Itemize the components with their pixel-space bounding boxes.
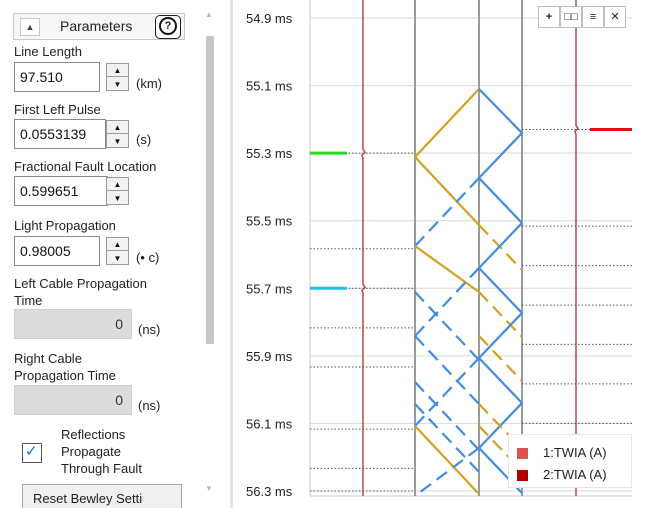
reflections-checkbox[interactable]: ✓ (22, 443, 42, 463)
legend-swatch-1 (517, 448, 528, 459)
bewley-lattice-chart: 54.9 ms 55.1 ms 55.3 ms 55.5 ms 55.7 ms 55.9 … (236, 0, 648, 508)
legend-swatch-2 (517, 470, 528, 481)
chart-legend: 1:TWIA (A) 2:TWIA (A) (508, 434, 632, 488)
left-trace (361, 0, 366, 496)
close-chart-button[interactable]: ✕ (604, 6, 626, 28)
scroll-up-icon[interactable]: ▲ (205, 10, 213, 19)
layout-horizontal-button[interactable]: □□ (560, 6, 582, 28)
lattice-blue-dashed-segment (414, 177, 480, 247)
fault-location-label: Fractional Fault Location (14, 159, 157, 174)
help-button[interactable]: ? (155, 15, 181, 39)
lattice-blue-dashed-segment (414, 291, 480, 361)
right-trace (574, 0, 579, 496)
layout-vertical-button[interactable]: ≡ (582, 6, 604, 28)
lattice-blue-segment (478, 88, 523, 134)
chart-svg: 54.9 ms 55.1 ms 55.3 ms 55.5 ms 55.7 ms 55.9 … (246, 0, 632, 499)
first-left-pulse-label: First Left Pulse (14, 102, 101, 117)
fault-location-stepper[interactable]: ▲ ▼ (106, 177, 129, 205)
light-propagation-stepper[interactable]: ▲ ▼ (106, 237, 129, 265)
left-cable-label-line1: Left Cable Propagation (14, 276, 147, 291)
line-length-unit: (km) (136, 76, 162, 91)
lattice-blue-segment (478, 222, 523, 269)
stepper-down-icon[interactable]: ▼ (113, 137, 122, 146)
first-left-pulse-input[interactable]: 0.0553139 (14, 119, 106, 149)
reflections-label-line: Through Fault (61, 461, 142, 476)
help-icon: ? (159, 17, 177, 35)
reflections-label-line: Propagate (61, 444, 121, 459)
lattice-gold-segment (414, 88, 480, 158)
stepper-down-icon[interactable]: ▼ (113, 80, 122, 89)
lattice-blue-segment (478, 132, 523, 179)
legend-label: 2:TWIA (A) (543, 467, 607, 482)
left-cable-unit: (ns) (138, 322, 161, 337)
stepper-up-icon[interactable]: ▲ (107, 178, 128, 191)
y-tick-label: 56.3 ms (246, 484, 293, 499)
first-left-pulse-unit: (s) (136, 132, 152, 147)
stepper-up-icon[interactable]: ▲ (107, 64, 128, 77)
reflections-label: Reflections Propagate Through Fault (61, 426, 142, 477)
y-tick-label: 54.9 ms (246, 11, 293, 26)
reflections-label-line: Reflections (61, 427, 126, 442)
stepper-up-icon[interactable]: ▲ (107, 121, 128, 134)
panel-divider[interactable] (230, 0, 233, 508)
left-cable-label-line2: Time (14, 293, 43, 308)
first-left-pulse-stepper[interactable]: ▲ ▼ (106, 120, 129, 148)
parameters-header: ▲ Parameters ? (13, 13, 185, 40)
stepper-up-icon[interactable]: ▲ (107, 238, 128, 251)
zoom-in-button[interactable]: + (538, 6, 560, 28)
light-propagation-label: Light Propagation (14, 218, 116, 233)
lattice-blue-segment (478, 357, 523, 404)
legend-label: 1:TWIA (A) (543, 445, 607, 460)
lattice-blue-segment (478, 312, 523, 359)
lattice-gold-dashed-segment (478, 291, 523, 338)
scroll-thumb[interactable] (206, 36, 214, 344)
line-length-stepper[interactable]: ▲ ▼ (106, 63, 129, 91)
right-cable-time-field: 0 (14, 385, 132, 415)
y-tick-label: 55.5 ms (246, 214, 293, 229)
light-propagation-unit: (• c) (136, 250, 160, 265)
lattice-gold-segment (414, 425, 480, 495)
lattice-blue-segment (478, 177, 523, 224)
y-tick-label: 56.1 ms (246, 416, 293, 431)
parameters-panel: ▲ Parameters ? Line Length 97.510 ▲ ▼ (k… (0, 0, 222, 508)
chart-toolbar: + □□ ≡ ✕ (538, 6, 626, 28)
lattice-gold-dashed-segment (478, 335, 523, 382)
stepper-down-icon[interactable]: ▼ (113, 254, 122, 263)
light-propagation-input[interactable]: 0.98005 (14, 236, 100, 266)
y-tick-label: 55.3 ms (246, 146, 293, 161)
lattice-blue-dashed-segment (414, 381, 480, 451)
stepper-down-icon[interactable]: ▼ (113, 194, 122, 203)
fault-location-input[interactable]: 0.599651 (14, 176, 108, 206)
scroll-down-icon[interactable]: ▼ (205, 484, 213, 493)
y-tick-label: 55.7 ms (246, 281, 293, 296)
y-tick-label: 55.9 ms (246, 349, 293, 364)
lattice-blue-segment (478, 267, 523, 314)
reset-bewley-button[interactable]: Reset Bewley Setti (22, 484, 182, 508)
line-length-input[interactable]: 97.510 (14, 62, 100, 92)
parameters-title: Parameters (60, 18, 133, 34)
lattice-blue-dashed-segment (414, 357, 480, 427)
panel-scrollbar[interactable]: ▲ ▼ (201, 10, 217, 496)
line-length-label: Line Length (14, 44, 82, 59)
lattice-gold-dashed-segment (478, 224, 523, 271)
lattice-gold-segment (414, 245, 480, 293)
y-tick-label: 55.1 ms (246, 79, 293, 94)
checkmark-icon: ✓ (25, 443, 38, 460)
right-cable-label-line2: Propagation Time (14, 368, 116, 383)
right-cable-unit: (ns) (138, 398, 161, 413)
collapse-arrow-icon[interactable]: ▲ (20, 18, 40, 36)
lattice-gold-segment (414, 156, 480, 226)
lattice-blue-dashed-segment (414, 447, 480, 497)
right-cable-label-line1: Right Cable (14, 351, 82, 366)
lattice-blue-dashed-segment (414, 335, 480, 405)
lattice-blue-dashed-segment (414, 403, 480, 473)
lattice-blue-dashed-segment (414, 267, 480, 337)
left-cable-time-field: 0 (14, 309, 132, 339)
